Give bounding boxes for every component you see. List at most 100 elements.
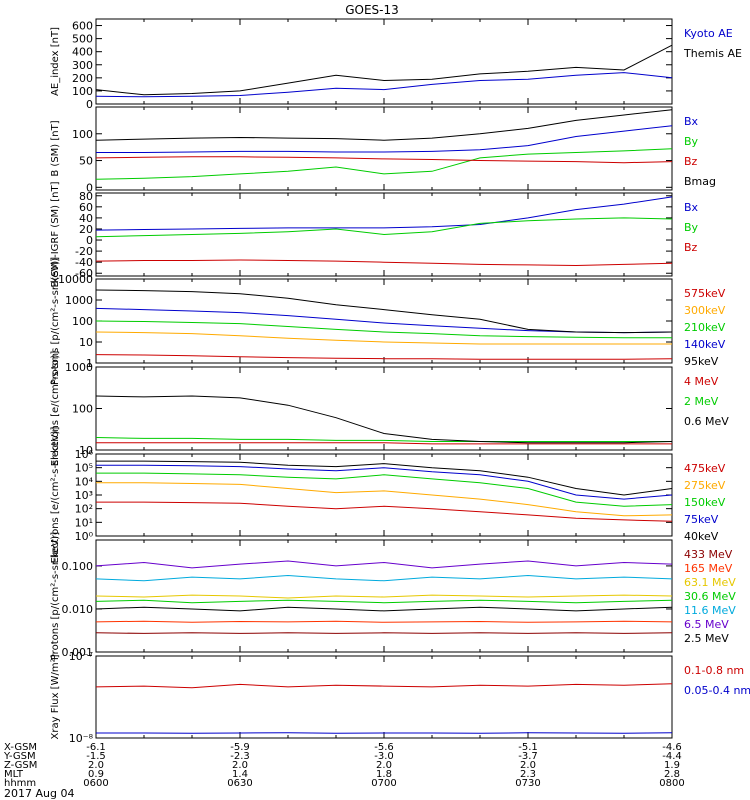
y-tick-label: 0.100 <box>62 560 94 573</box>
panel-frame <box>95 655 673 739</box>
panel-2: 0 50 100 B (SM) [nT] Bx By Bz Bmag <box>50 106 716 194</box>
y-tick-label: 40 <box>79 212 93 225</box>
series-line <box>95 307 673 334</box>
y-axis-label: Protons [p/(cm²-s-sr-keV)] <box>50 532 61 660</box>
series-line <box>95 632 673 634</box>
bottom-axis-value: 2.0 <box>520 760 536 771</box>
y-axis-label: Electrons [e/(cm²-s-sr)] <box>50 351 61 467</box>
bottom-axis-value: 1.8 <box>376 769 392 780</box>
bottom-row-name: Y-GSM <box>3 751 36 762</box>
bottom-row-name: hhmm <box>4 778 36 789</box>
bottom-axis-value: 2.0 <box>376 760 392 771</box>
series-line <box>95 148 673 180</box>
legend-entry: 2 MeV <box>684 395 719 408</box>
legend-entry: 475keV <box>684 462 726 475</box>
bottom-axis-value: -4.6 <box>662 742 682 753</box>
y-tick-label: 20 <box>79 223 93 236</box>
legend-entry: Themis AE <box>683 47 742 60</box>
y-tick-label: 1 <box>86 357 93 370</box>
legend-entry: 0.05-0.4 nm <box>684 684 750 697</box>
series-line <box>95 196 673 231</box>
series-line <box>95 437 672 442</box>
y-axis-label: B (SM) [nT] <box>50 120 61 176</box>
bottom-axis-value: 1.9 <box>664 760 680 771</box>
bottom-axis-value: 2.3 <box>520 769 536 780</box>
series-line <box>95 289 673 334</box>
series-line <box>95 331 672 345</box>
legend-entry: 0.6 MeV <box>684 415 729 428</box>
panel-5: 10 100 1000 Electrons [e/(cm²-s-sr)] 4 MeV 2 … <box>50 351 729 467</box>
bottom-axis: X-GSMY-GSMZ-GSMMLThhmm-6.1-1.52.00.90600… <box>3 742 685 789</box>
series-line <box>95 217 673 238</box>
legend-entry: Bx <box>684 115 699 128</box>
legend-entry: 6.5 MeV <box>684 618 729 631</box>
bottom-row-name: X-GSM <box>4 742 37 753</box>
y-tick-label: 10⁰ <box>75 530 94 543</box>
legend-entry: 140keV <box>684 338 726 351</box>
legend-entry: 0.1-0.8 nm <box>684 664 744 677</box>
bottom-axis-value: 1.4 <box>232 769 248 780</box>
y-tick-label: 100 <box>72 128 93 141</box>
legend-entry: 165 MeV <box>684 562 733 575</box>
bottom-axis-value: -2.3 <box>230 751 250 762</box>
bottom-axis-value: 2.0 <box>88 760 104 771</box>
series-line <box>95 156 673 164</box>
y-axis-label: Xray Flux [W/m²] <box>50 654 61 739</box>
y-tick-label: 10¹ <box>75 516 93 529</box>
series-line <box>96 501 673 522</box>
bottom-axis-value: 2.8 <box>664 769 680 780</box>
y-axis-label: Protons [p/(cm²-s-sr-keV)] <box>50 257 61 385</box>
series-line <box>96 125 673 153</box>
y-tick-label: 10⁶ <box>75 448 94 461</box>
y-tick-label: 100 <box>72 315 93 328</box>
y-tick-label: 10⁻⁷ <box>69 650 93 663</box>
legend-entry: Kyoto AE <box>684 27 733 40</box>
panel-8: 10⁻⁸ 10⁻⁷ Xray Flux [W/m²] 0.1-0.8 nm 0.05-0… <box>50 650 750 745</box>
y-tick-label: -20 <box>75 245 93 258</box>
date-label: 2017 Aug 04 <box>4 787 74 800</box>
y-axis-label: Electrons [e/(cm²-s-sr-keV)] <box>50 426 61 563</box>
y-tick-label: 0.001 <box>62 646 94 659</box>
series-line <box>96 442 672 445</box>
legend-entry: 75keV <box>684 513 719 526</box>
bottom-axis-value: -6.1 <box>86 742 106 753</box>
series-line <box>95 109 673 141</box>
legend-entry: 30.6 MeV <box>684 590 736 603</box>
series-line <box>95 574 673 582</box>
legend-entry: 575keV <box>684 287 726 300</box>
y-tick-label: 10⁴ <box>75 475 94 488</box>
legend-entry: By <box>684 135 699 148</box>
panel-frame <box>95 453 673 537</box>
bottom-axis-value: -3.0 <box>374 751 394 762</box>
legend-entry: 63.1 MeV <box>684 576 736 589</box>
series-line <box>96 482 673 517</box>
legend-entry: 433 MeV <box>684 548 733 561</box>
series-line <box>95 259 673 267</box>
legend-entry: 95keV <box>684 355 719 368</box>
legend-entry: Bx <box>684 201 699 214</box>
y-tick-label: 400 <box>72 46 93 59</box>
y-tick-label: 80 <box>79 190 93 203</box>
y-tick-label: 60 <box>79 201 93 214</box>
series-line <box>96 464 673 500</box>
legend-entry: 40keV <box>684 530 719 543</box>
bottom-axis-value: 0700 <box>371 778 396 789</box>
legend-entry: 2.5 MeV <box>684 632 729 645</box>
series-line <box>96 460 673 496</box>
series-line <box>95 606 673 612</box>
bottom-axis-value: 0.9 <box>88 769 104 780</box>
y-axis-label: B(SM)-IGRF (SM) [nT] <box>50 181 61 287</box>
y-tick-label: -60 <box>75 267 93 280</box>
bottom-axis-value: 0800 <box>659 778 684 789</box>
bottom-axis-value: 0600 <box>83 778 108 789</box>
y-tick-label: 600 <box>72 20 93 33</box>
y-tick-label: 100 <box>72 403 93 416</box>
series-line <box>95 599 673 604</box>
y-tick-label: 10⁻⁸ <box>69 732 94 745</box>
series-line <box>96 732 673 734</box>
y-tick-label: 0 <box>86 98 93 111</box>
